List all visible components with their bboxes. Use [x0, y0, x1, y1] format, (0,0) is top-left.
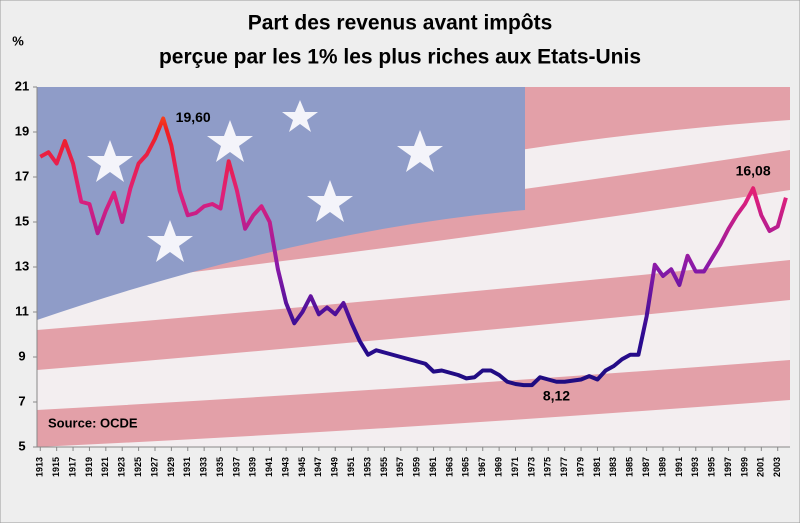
x-tick-label: 1945 [297, 457, 307, 477]
x-tick-label: 1993 [690, 457, 700, 477]
y-tick-label: 11 [15, 303, 29, 318]
x-tick-label: 1947 [313, 457, 323, 477]
source: Source: OCDE [48, 415, 138, 430]
x-tick-label: 1941 [264, 457, 274, 477]
x-tick-label: 1915 [51, 457, 61, 477]
x-tick-label: 1929 [166, 457, 176, 477]
y-tick-label: 17 [15, 168, 29, 183]
x-tick-label: 1949 [330, 457, 340, 477]
chart-title: Part des revenus avant impôts [248, 12, 553, 35]
x-tick-label: 1967 [477, 457, 487, 477]
x-tick-label: 1927 [149, 457, 159, 477]
x-tick-label: 1953 [362, 457, 372, 477]
y-tick-label: 13 [15, 258, 29, 273]
flag-background [37, 87, 790, 447]
x-tick-label: 2001 [756, 457, 766, 477]
x-tick-label: 1983 [608, 457, 618, 477]
data-line [39, 116, 788, 388]
x-tick-label: 1965 [461, 457, 471, 477]
x-tick-label: 1913 [35, 457, 45, 477]
x-tick-label: 1997 [723, 457, 733, 477]
y-tick-label: 5 [18, 438, 25, 453]
y-tick-label: 9 [18, 348, 25, 363]
x-tick-label: 1921 [100, 457, 110, 477]
x-tick-label: 1919 [84, 457, 94, 477]
x-tick-label: 1935 [215, 457, 225, 477]
x-tick-label: 1917 [67, 457, 77, 477]
annotation: 16,08 [736, 162, 771, 178]
x-tick-label: 1959 [412, 457, 422, 477]
x-tick-label: 1955 [379, 457, 389, 477]
x-tick-label: 1943 [280, 457, 290, 477]
annotation: 19,60 [176, 109, 211, 125]
x-tick-label: 1999 [739, 457, 749, 477]
x-tick-label: 1995 [707, 457, 717, 477]
x-tick-label: 1969 [493, 457, 503, 477]
chart-title: perçue par les 1% les plus riches aux Et… [159, 46, 641, 69]
x-tick-label: 1991 [674, 457, 684, 477]
x-tick-label: 2003 [772, 457, 782, 477]
x-tick-label: 1939 [248, 457, 258, 477]
y-tick-label: 21 [15, 78, 29, 93]
x-tick-label: 1971 [510, 457, 520, 477]
x-tick-label: 1979 [575, 457, 585, 477]
x-tick-label: 1961 [428, 457, 438, 477]
x-tick-label: 1985 [625, 457, 635, 477]
x-tick-label: 1981 [592, 457, 602, 477]
y-tick-label: 19 [15, 123, 29, 138]
x-tick-label: 1937 [231, 457, 241, 477]
x-tick-label: 1923 [117, 457, 127, 477]
x-tick-label: 1977 [559, 457, 569, 477]
x-tick-label: 1987 [641, 457, 651, 477]
x-tick-label: 1963 [444, 457, 454, 477]
y-tick-label: 7 [18, 393, 25, 408]
x-tick-label: 1933 [199, 457, 209, 477]
x-tick-label: 1989 [657, 457, 667, 477]
x-tick-label: 1973 [526, 457, 536, 477]
x-tick-label: 1951 [346, 457, 356, 477]
x-tick-label: 1925 [133, 457, 143, 477]
y-tick-label: 15 [15, 213, 29, 228]
x-tick-label: 1975 [543, 457, 553, 477]
x-tick-label: 1931 [182, 457, 192, 477]
y-axis-label: % [12, 33, 24, 48]
x-tick-label: 1957 [395, 457, 405, 477]
annotation: 8,12 [543, 388, 570, 404]
